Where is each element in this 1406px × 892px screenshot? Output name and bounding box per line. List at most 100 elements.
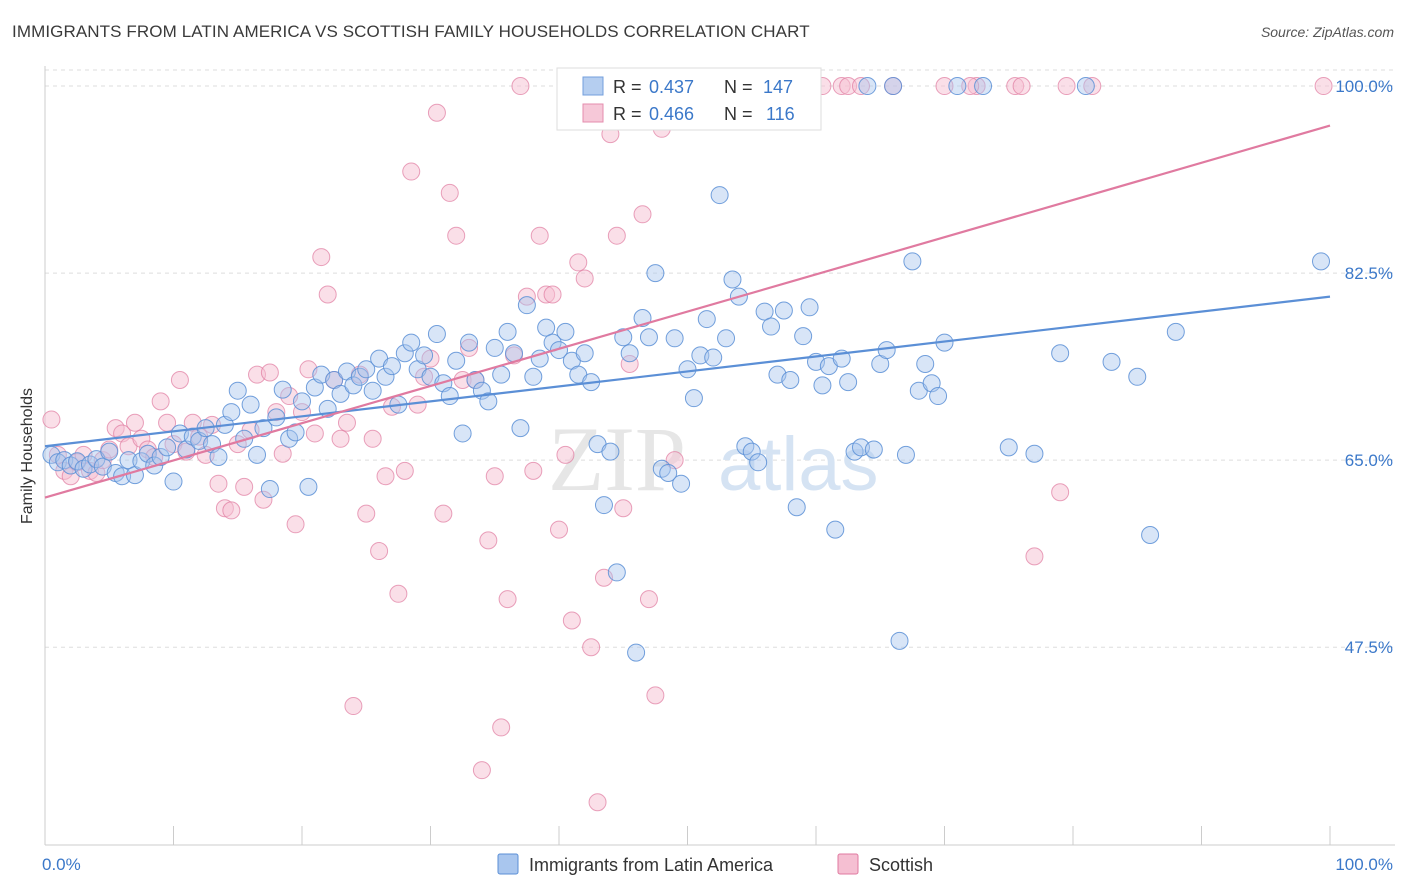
latin-america-point (646, 264, 665, 283)
latin-america-point (267, 408, 286, 427)
latin-america-point (800, 298, 819, 317)
latin-america-point (363, 381, 382, 400)
latin-america-point (164, 472, 183, 491)
latin-america-point (594, 496, 613, 515)
scottish-point (312, 248, 331, 267)
scottish-point (498, 590, 517, 609)
stats-n-value-pink: 116 (766, 104, 795, 124)
scottish-point (357, 504, 376, 523)
scottish-point (492, 718, 511, 737)
latin-america-point (260, 480, 279, 499)
latin-america-point (485, 338, 504, 357)
latin-america-point (864, 440, 883, 459)
latin-america-point (273, 380, 292, 399)
latin-america-point (813, 376, 832, 395)
latin-america-point (723, 270, 742, 289)
latin-america-point (293, 392, 311, 411)
latin-america-point (453, 424, 472, 443)
watermark: ZIP atlas (548, 408, 879, 510)
scottish-point (395, 461, 414, 480)
latin-america-point (903, 252, 922, 271)
scottish-point (222, 501, 241, 520)
source-label: Source: ZipAtlas.com (1260, 24, 1394, 40)
latin-america-point (492, 365, 511, 384)
scottish-point (633, 205, 652, 224)
latin-america-point (774, 301, 793, 320)
scottish-point (376, 467, 395, 486)
x-tick-label: 100.0% (1335, 855, 1393, 874)
stats-r-label-pink: R = (613, 104, 642, 124)
scottish-point (543, 285, 562, 304)
scottish-point (1051, 483, 1070, 502)
stats-legend: R = 0.437 N = 147 R = 0.466 N = 116 (556, 67, 822, 131)
latin-america-point (299, 477, 318, 496)
legend-label-scottish: Scottish (869, 855, 933, 875)
latin-america-trend-line (44, 295, 1331, 448)
y-tick-label: 47.5% (1345, 638, 1393, 657)
scottish-point (620, 354, 639, 373)
latin-america-point (1102, 352, 1121, 371)
scottish-point (254, 490, 273, 509)
scottish-point (389, 584, 408, 603)
latin-america-point (222, 403, 241, 422)
scottish-point (427, 103, 446, 122)
trend-lines (44, 124, 1331, 499)
latin-america-point (948, 77, 967, 96)
scottish-point (1314, 77, 1333, 96)
scottish-point (318, 285, 337, 304)
scottish-point (447, 226, 466, 245)
latin-america-point (678, 360, 697, 379)
scottish-point (286, 515, 305, 534)
scottish-point (569, 253, 588, 272)
scottish-point (1057, 77, 1076, 96)
scottish-point (1012, 77, 1031, 96)
latin-america-point (839, 373, 858, 392)
latin-america-point (511, 419, 530, 438)
latin-america-point (556, 322, 575, 341)
latin-america-point (100, 442, 119, 461)
latin-america-point (704, 348, 723, 367)
scottish-point (588, 793, 607, 812)
latin-america-point (614, 328, 633, 347)
latin-america-point (781, 371, 800, 389)
latin-america-point (601, 442, 620, 461)
latin-america-point (755, 302, 774, 321)
latin-america-point (884, 77, 903, 96)
x-tick-label: 0.0% (42, 855, 81, 874)
gridlines: 47.5% 65.0% 82.5% 100.0% (45, 69, 1395, 657)
scottish-point (344, 697, 363, 716)
scottish-point (170, 371, 189, 389)
scottish-point (562, 611, 581, 630)
stats-n-label-pink: N = (724, 104, 753, 124)
y-tick-label: 65.0% (1345, 451, 1393, 470)
latin-america-point (974, 77, 993, 96)
latin-america-point (228, 381, 247, 400)
latin-america-point (415, 346, 434, 365)
latin-america-point (916, 354, 935, 373)
scottish-point (370, 542, 389, 561)
scottish-point (273, 444, 292, 463)
scottish-point (125, 413, 144, 432)
latin-america-point (684, 389, 703, 408)
latin-america-points (42, 77, 1331, 662)
latin-america-point (896, 445, 915, 464)
chart-title: IMMIGRANTS FROM LATIN AMERICA VS SCOTTIS… (12, 22, 810, 41)
latin-america-point (550, 341, 568, 360)
scottish-point (556, 445, 575, 464)
scottish-point (402, 162, 421, 181)
latin-america-point (395, 344, 414, 363)
scottish-point (582, 638, 601, 657)
scottish-point (440, 183, 459, 202)
scottish-point (337, 413, 356, 432)
scottish-point (209, 474, 228, 493)
latin-america-point (241, 395, 260, 414)
stats-r-value-blue: 0.437 (649, 77, 694, 97)
latin-america-point (575, 344, 594, 363)
latin-america-point (440, 387, 459, 406)
latin-america-point (209, 447, 228, 466)
scottish-point (479, 531, 498, 550)
latin-america-point (877, 341, 896, 360)
scottish-point (235, 477, 254, 496)
latin-america-point (447, 351, 466, 370)
scottish-point (1025, 547, 1044, 566)
